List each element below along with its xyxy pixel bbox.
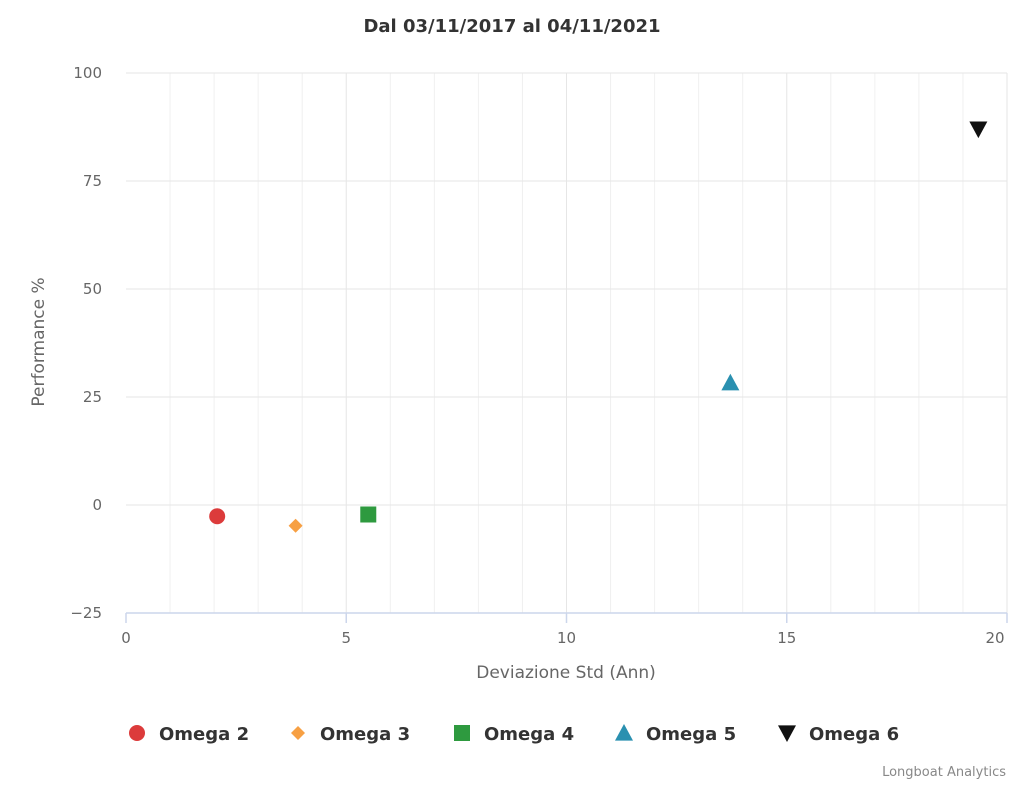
legend-item[interactable]: Omega 6 xyxy=(778,724,899,745)
axes: 100 75 50 25 0 −25 0 5 10 15 20 xyxy=(70,64,1008,647)
legend-marker[interactable] xyxy=(778,725,796,742)
x-tick-label: 0 xyxy=(121,629,131,647)
legend-marker[interactable] xyxy=(291,726,305,740)
legend-label[interactable]: Omega 5 xyxy=(646,724,736,745)
legend-marker[interactable] xyxy=(615,724,633,741)
y-tick-label: 25 xyxy=(83,388,102,406)
y-tick-label: 0 xyxy=(92,496,102,514)
data-points xyxy=(209,121,988,533)
credits[interactable]: Longboat Analytics xyxy=(882,765,1006,780)
x-tick-label: 15 xyxy=(777,629,796,647)
legend-label[interactable]: Omega 3 xyxy=(320,724,410,745)
legend-label[interactable]: Omega 2 xyxy=(159,724,249,745)
y-tick-label: 75 xyxy=(83,172,102,190)
legend-marker[interactable] xyxy=(129,725,145,741)
x-tick-label: 10 xyxy=(557,629,576,647)
chart-title: Dal 03/11/2017 al 04/11/2021 xyxy=(363,16,660,37)
x-axis-title: Deviazione Std (Ann) xyxy=(476,663,656,683)
legend-item[interactable]: Omega 3 xyxy=(291,724,410,745)
legend-item[interactable]: Omega 2 xyxy=(129,724,249,745)
legend: Omega 2 Omega 3 Omega 4 Omega 5 Omega 6 xyxy=(129,724,899,745)
y-tick-label: 50 xyxy=(83,280,102,298)
y-tick-label: −25 xyxy=(70,604,102,622)
x-tick-label: 20 xyxy=(985,629,1004,647)
legend-marker[interactable] xyxy=(454,725,470,741)
data-point[interactable] xyxy=(721,373,740,391)
data-point[interactable] xyxy=(288,518,303,533)
y-axis-title: Performance % xyxy=(29,277,49,406)
legend-item[interactable]: Omega 5 xyxy=(615,724,736,745)
legend-label[interactable]: Omega 4 xyxy=(484,724,574,745)
legend-item[interactable]: Omega 4 xyxy=(454,724,574,745)
data-point[interactable] xyxy=(969,121,988,139)
x-tick-label: 5 xyxy=(341,629,351,647)
data-point[interactable] xyxy=(360,506,377,523)
data-point[interactable] xyxy=(209,508,226,525)
y-tick-label: 100 xyxy=(73,64,102,82)
legend-label[interactable]: Omega 6 xyxy=(809,724,899,745)
grid-lines xyxy=(126,72,1008,613)
